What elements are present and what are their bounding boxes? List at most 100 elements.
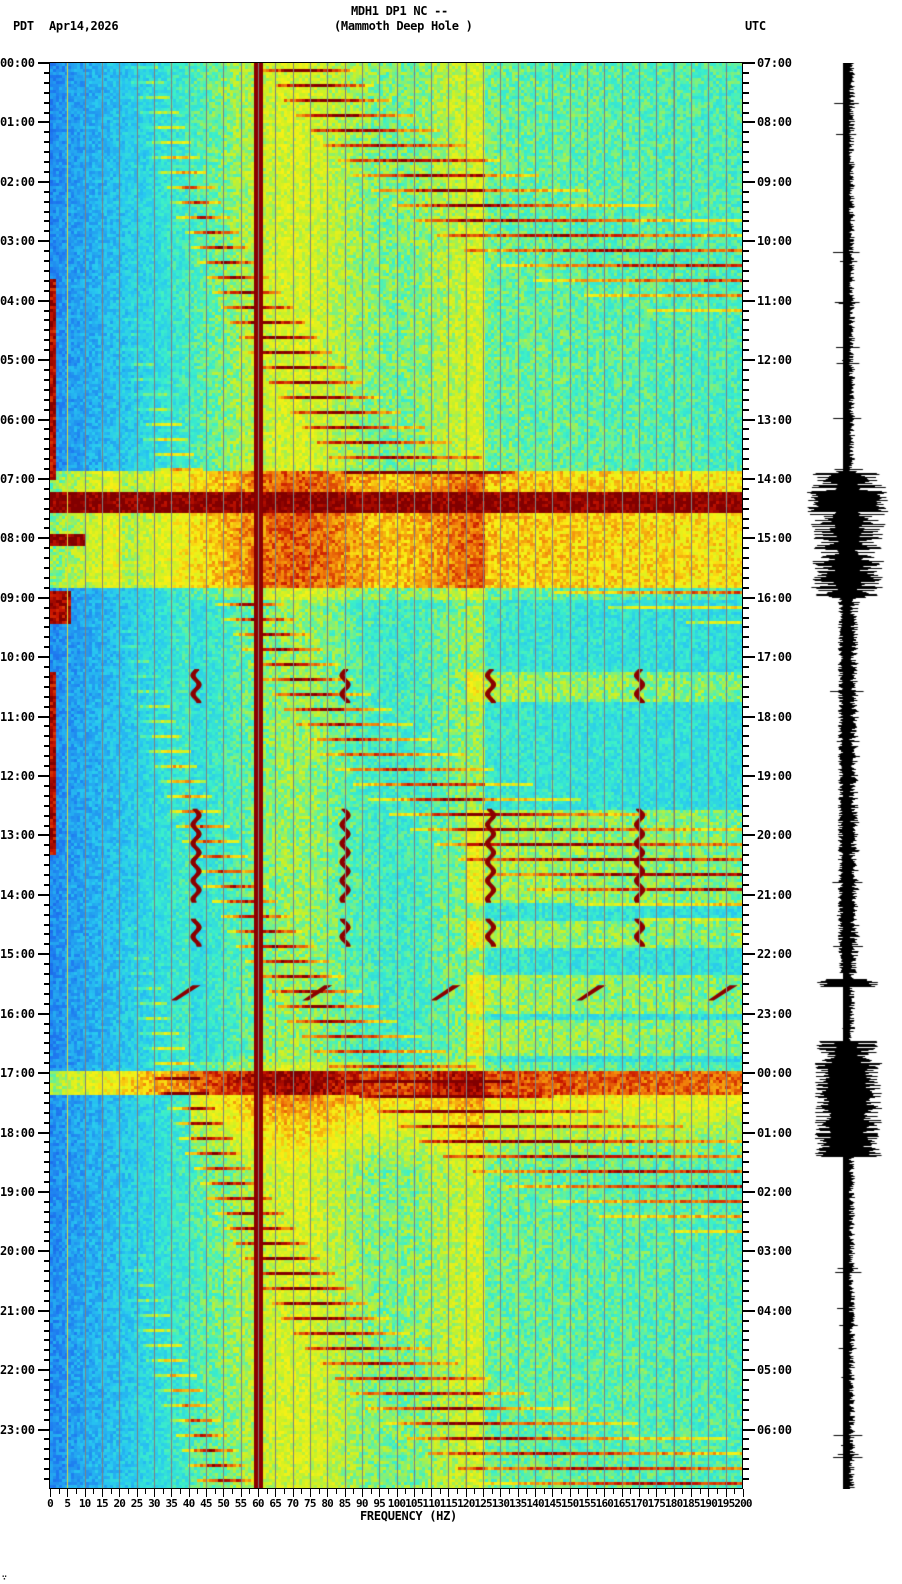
right-minor-tick bbox=[743, 200, 749, 203]
left-minor-tick bbox=[44, 151, 50, 154]
right-minor-tick bbox=[743, 1299, 749, 1302]
right-minor-tick bbox=[743, 398, 749, 401]
left-major-tick bbox=[38, 1131, 50, 1134]
right-minor-tick bbox=[743, 1329, 749, 1332]
left-minor-tick bbox=[44, 131, 50, 134]
freq-tick-label: 80 bbox=[321, 1497, 334, 1510]
right-major-tick bbox=[743, 893, 755, 896]
right-minor-tick bbox=[743, 1339, 749, 1342]
freq-minor-tick bbox=[267, 1489, 268, 1494]
right-minor-tick bbox=[743, 1181, 749, 1183]
right-time-tick-label: 13:00 bbox=[757, 412, 792, 427]
left-minor-tick bbox=[44, 547, 50, 550]
freq-major-tick bbox=[310, 1489, 311, 1497]
left-minor-tick bbox=[44, 368, 50, 371]
freq-minor-tick bbox=[388, 1489, 389, 1494]
right-minor-tick bbox=[743, 507, 749, 510]
right-minor-tick bbox=[743, 210, 749, 213]
left-minor-tick bbox=[44, 428, 50, 431]
freq-tick-label: 30 bbox=[148, 1497, 160, 1510]
freq-tick-label: 200 bbox=[734, 1497, 752, 1510]
freq-tick-label: 60 bbox=[252, 1497, 264, 1510]
freq-major-tick bbox=[379, 1489, 380, 1497]
freq-minor-tick bbox=[457, 1489, 458, 1494]
site-title: (Mammoth Deep Hole ) bbox=[334, 19, 473, 33]
right-minor-tick bbox=[743, 1319, 749, 1322]
left-major-tick bbox=[38, 1012, 50, 1015]
freq-minor-tick bbox=[700, 1489, 701, 1494]
freq-tick-label: 105 bbox=[405, 1497, 423, 1510]
freq-major-tick bbox=[50, 1489, 51, 1497]
spectrogram-heatmap bbox=[50, 63, 743, 1489]
left-minor-tick bbox=[44, 1359, 50, 1362]
left-minor-tick bbox=[44, 161, 50, 164]
right-minor-tick bbox=[743, 1200, 749, 1203]
freq-tick-label: 10 bbox=[78, 1497, 91, 1510]
right-minor-tick bbox=[743, 517, 749, 520]
freq-tick-label: 165 bbox=[612, 1497, 631, 1510]
left-minor-tick bbox=[44, 735, 50, 738]
freq-minor-tick bbox=[371, 1489, 372, 1494]
left-major-tick bbox=[38, 656, 50, 659]
left-minor-tick bbox=[44, 1418, 50, 1421]
left-time-tick-label: 00:00 bbox=[0, 56, 35, 70]
right-minor-tick bbox=[743, 646, 749, 649]
left-time-tick-label: 21:00 bbox=[0, 1303, 35, 1318]
right-major-tick bbox=[743, 1190, 755, 1193]
right-time-tick-label: 11:00 bbox=[757, 293, 792, 308]
freq-major-tick bbox=[500, 1489, 501, 1497]
right-minor-tick bbox=[743, 428, 749, 431]
left-minor-tick bbox=[44, 309, 50, 312]
right-minor-tick bbox=[743, 1349, 749, 1352]
right-minor-tick bbox=[743, 468, 749, 470]
right-minor-tick bbox=[743, 943, 749, 946]
right-minor-tick bbox=[743, 170, 749, 173]
right-minor-tick bbox=[743, 1260, 749, 1263]
left-minor-tick bbox=[44, 1121, 50, 1124]
right-major-tick bbox=[743, 775, 755, 777]
left-minor-tick bbox=[44, 864, 50, 867]
right-major-tick bbox=[743, 62, 755, 64]
left-minor-tick bbox=[44, 1002, 50, 1005]
left-minor-tick bbox=[44, 1388, 50, 1391]
left-major-tick bbox=[38, 893, 50, 896]
left-major-tick bbox=[38, 715, 50, 718]
right-minor-tick bbox=[743, 1141, 749, 1144]
right-minor-tick bbox=[743, 933, 749, 936]
freq-minor-tick bbox=[128, 1489, 129, 1494]
left-minor-tick bbox=[44, 883, 50, 886]
left-minor-tick bbox=[44, 1111, 50, 1114]
freq-minor-tick bbox=[440, 1489, 441, 1494]
right-minor-tick bbox=[743, 329, 749, 332]
right-minor-tick bbox=[743, 705, 749, 708]
freq-minor-tick bbox=[422, 1489, 423, 1494]
left-minor-tick bbox=[44, 854, 50, 857]
freq-tick-label: 50 bbox=[217, 1497, 230, 1510]
right-minor-tick bbox=[743, 1111, 749, 1114]
left-minor-tick bbox=[44, 71, 50, 74]
freq-tick-label: 20 bbox=[113, 1497, 126, 1510]
left-minor-tick bbox=[44, 963, 50, 966]
right-minor-tick bbox=[743, 1032, 749, 1035]
left-time-tick-label: 13:00 bbox=[0, 828, 35, 843]
left-minor-tick bbox=[44, 567, 50, 570]
left-time-tick-label: 05:00 bbox=[0, 353, 35, 368]
freq-minor-tick bbox=[405, 1489, 406, 1494]
freq-major-tick bbox=[362, 1489, 363, 1497]
left-minor-tick bbox=[44, 1101, 50, 1104]
freq-tick-label: 100 bbox=[387, 1497, 406, 1510]
left-time-tick-label: 08:00 bbox=[0, 531, 35, 546]
right-minor-tick bbox=[743, 1240, 749, 1243]
freq-minor-tick bbox=[544, 1489, 545, 1494]
left-minor-tick bbox=[44, 725, 50, 728]
footer-mark: ∵ bbox=[2, 1573, 7, 1582]
freq-major-tick bbox=[223, 1489, 224, 1497]
right-minor-tick bbox=[743, 448, 749, 451]
right-major-tick bbox=[743, 1250, 755, 1253]
left-minor-tick bbox=[44, 200, 50, 203]
right-minor-tick bbox=[743, 190, 749, 193]
right-time-tick-label: 09:00 bbox=[757, 174, 792, 189]
left-minor-tick bbox=[44, 646, 50, 649]
right-time-tick-label: 17:00 bbox=[757, 650, 792, 665]
freq-tick-label: 110 bbox=[422, 1497, 440, 1510]
